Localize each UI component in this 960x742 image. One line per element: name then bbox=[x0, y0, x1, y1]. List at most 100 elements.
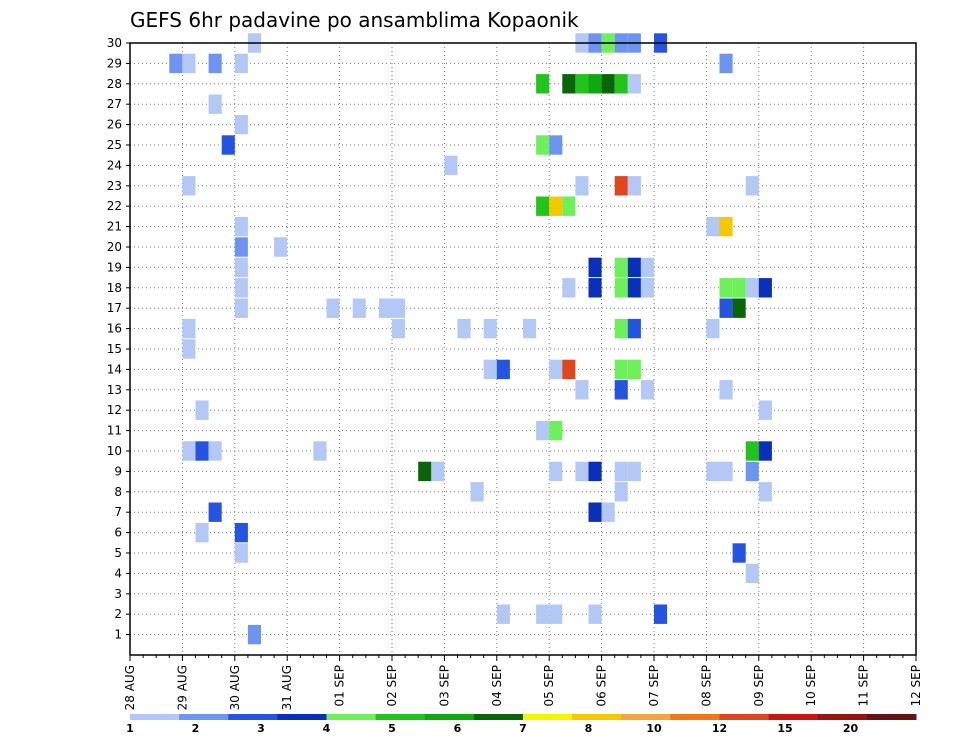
x-tick-label: 03 SEP bbox=[437, 665, 451, 707]
colorbar-label: 20 bbox=[843, 722, 859, 735]
y-tick-label: 2 bbox=[114, 607, 122, 621]
heatmap-cell bbox=[588, 604, 602, 624]
heatmap-cell bbox=[614, 318, 628, 339]
x-tick-label: 05 SEP bbox=[542, 665, 556, 707]
heatmap-cell bbox=[392, 298, 406, 318]
colorbar-segment bbox=[670, 714, 720, 720]
colorbar-label: 15 bbox=[777, 722, 792, 735]
colorbar-label: 5 bbox=[388, 722, 396, 735]
heatmap-cell bbox=[457, 318, 471, 339]
heatmap-cell bbox=[614, 461, 628, 482]
heatmap-cell bbox=[627, 461, 641, 482]
y-tick-label: 3 bbox=[114, 587, 122, 601]
heatmap-cell bbox=[536, 196, 550, 216]
y-tick-label: 28 bbox=[107, 77, 122, 91]
heatmap-cell bbox=[536, 604, 550, 624]
heatmap-cell bbox=[575, 461, 589, 482]
heatmap-cell bbox=[536, 420, 550, 441]
y-tick-label: 1 bbox=[114, 628, 122, 642]
x-tick-label: 04 SEP bbox=[490, 665, 504, 707]
y-tick-label: 18 bbox=[107, 281, 122, 295]
heatmap-cell bbox=[745, 278, 759, 298]
heatmap-cell bbox=[182, 318, 196, 339]
heatmap-cell bbox=[234, 257, 248, 278]
heatmap-cell bbox=[234, 543, 248, 563]
heatmap-cell bbox=[614, 359, 628, 380]
heatmap-cell bbox=[496, 604, 510, 624]
heatmap-cell bbox=[549, 420, 563, 441]
heatmap-cell bbox=[719, 380, 733, 400]
heatmap-cell bbox=[719, 298, 733, 318]
colorbar-segment bbox=[572, 714, 622, 720]
y-axis-ticks: 1234567891011121314151617181920212223242… bbox=[107, 36, 130, 642]
y-tick-label: 20 bbox=[107, 240, 122, 254]
heatmap-cell bbox=[575, 176, 589, 196]
x-tick-label: 28 AUG bbox=[123, 665, 137, 710]
heatmap-cell bbox=[549, 359, 563, 380]
heatmap-cell bbox=[640, 257, 654, 278]
heatmap-cell bbox=[483, 318, 497, 339]
y-tick-label: 6 bbox=[114, 526, 122, 540]
heatmap-cell bbox=[745, 563, 759, 584]
heatmap-cell bbox=[614, 176, 628, 196]
heatmap-cell bbox=[614, 380, 628, 400]
colorbar-segment bbox=[523, 714, 573, 720]
colorbar-segment bbox=[130, 714, 180, 720]
colorbar-segment bbox=[621, 714, 671, 720]
x-tick-label: 09 SEP bbox=[752, 665, 766, 707]
heatmap-cell bbox=[588, 502, 602, 522]
colorbar-segment bbox=[277, 714, 327, 720]
heatmap-cell bbox=[732, 298, 746, 318]
heatmap-cell bbox=[483, 359, 497, 380]
heatmap-cell bbox=[588, 278, 602, 298]
colorbar: 1 2 3 4 5 6 7 8 10 12 15 20 bbox=[126, 714, 917, 735]
heatmap-cell bbox=[418, 461, 432, 482]
colorbar-label: 2 bbox=[192, 722, 200, 735]
x-tick-label: 31 AUG bbox=[280, 665, 294, 710]
heatmap-cell bbox=[195, 522, 209, 543]
y-tick-label: 15 bbox=[107, 342, 122, 356]
heatmap-cell bbox=[549, 135, 563, 155]
heatmap-cell bbox=[536, 74, 550, 94]
colorbar-segment bbox=[719, 714, 770, 720]
heatmap-cell bbox=[431, 461, 445, 482]
heatmap-cell bbox=[549, 461, 563, 482]
x-tick-label: 08 SEP bbox=[699, 665, 713, 707]
heatmap-cell bbox=[234, 278, 248, 298]
x-tick-label: 29 AUG bbox=[175, 665, 189, 710]
y-tick-label: 17 bbox=[107, 301, 122, 315]
colorbar-label: 6 bbox=[454, 722, 462, 735]
heatmap-cell bbox=[575, 74, 589, 94]
y-tick-label: 9 bbox=[114, 464, 122, 478]
heatmap-cell bbox=[195, 441, 209, 461]
colorbar-segment bbox=[326, 714, 377, 720]
x-tick-label: 12 SEP bbox=[909, 665, 923, 707]
heatmap-cell bbox=[719, 461, 733, 482]
heatmap-cell bbox=[745, 441, 759, 461]
heatmap-cell bbox=[627, 74, 641, 94]
heatmap-cell bbox=[627, 359, 641, 380]
heatmap-cell bbox=[496, 359, 510, 380]
heatmap-cell bbox=[640, 278, 654, 298]
colorbar-segment bbox=[179, 714, 229, 720]
heatmap-cell bbox=[732, 543, 746, 563]
heatmap-cell bbox=[234, 237, 248, 257]
y-tick-label: 4 bbox=[114, 566, 122, 580]
heatmap-cell bbox=[182, 339, 196, 359]
y-tick-label: 23 bbox=[107, 179, 122, 193]
heatmap-cell bbox=[247, 624, 261, 645]
heatmap-cell bbox=[536, 135, 550, 155]
y-tick-label: 30 bbox=[107, 36, 122, 50]
y-tick-label: 11 bbox=[107, 424, 122, 438]
heatmap-cell bbox=[614, 74, 628, 94]
x-tick-label: 10 SEP bbox=[804, 665, 818, 707]
y-tick-label: 5 bbox=[114, 546, 122, 560]
heatmap-cell bbox=[614, 257, 628, 278]
heatmap-cell bbox=[392, 318, 406, 339]
y-tick-label: 22 bbox=[107, 199, 122, 213]
x-tick-label: 11 SEP bbox=[857, 665, 871, 707]
heatmap-cell bbox=[169, 53, 183, 74]
heatmap-cell bbox=[208, 441, 222, 461]
heatmap-cell bbox=[588, 74, 602, 94]
